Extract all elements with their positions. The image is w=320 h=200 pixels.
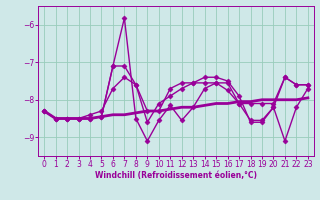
X-axis label: Windchill (Refroidissement éolien,°C): Windchill (Refroidissement éolien,°C) (95, 171, 257, 180)
